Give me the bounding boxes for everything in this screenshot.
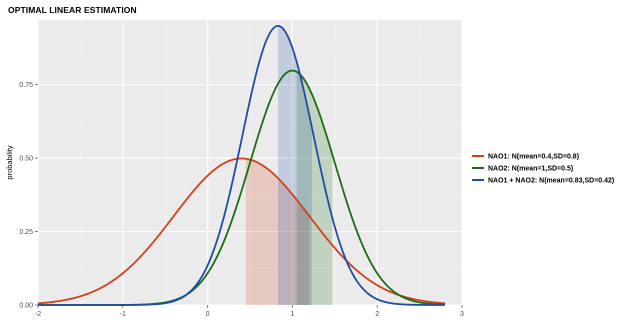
y-tick-label: 0.00 (19, 303, 33, 310)
series-line-3 (38, 25, 446, 306)
series-line-1 (37, 157, 446, 305)
x-tick-label: 0 (206, 311, 210, 318)
legend-label-1: NAO1: N(mean=0.4,SD=0.8) (488, 154, 579, 161)
x-tick-label: -2 (35, 311, 41, 318)
x-tick-label: 1 (290, 311, 294, 318)
axes: -2 -1 0 1 2 3 0.00 0.25 0.50 0.75 (19, 82, 464, 318)
y-tick-label: 0.75 (19, 82, 33, 89)
y-tick-label: 0.50 (19, 156, 33, 163)
grid-lines (37, 20, 463, 306)
shaded-region-1 (245, 158, 310, 305)
density-curves (37, 25, 446, 306)
chart-title: OPTIMAL LINEAR ESTIMATION (8, 5, 137, 15)
shaded-regions (245, 25, 333, 306)
legend-label-2: NAO2: N(mean=1,SD=0.5) (488, 166, 573, 173)
y-axis-label: probability (5, 145, 14, 179)
shaded-region-3 (277, 25, 312, 305)
x-tick-label: 2 (375, 311, 379, 318)
legend: NAO1: N(mean=0.4,SD=0.8) NAO2: N(mean=1,S… (472, 154, 614, 185)
y-tick-label: 0.25 (19, 229, 33, 236)
shaded-region-2 (296, 71, 333, 306)
legend-label-3: NAO1 + NAO2: N(mean=0.83,SD=0.42) (488, 178, 614, 185)
x-tick-label: 3 (460, 311, 464, 318)
x-tick-label: -1 (120, 311, 126, 318)
